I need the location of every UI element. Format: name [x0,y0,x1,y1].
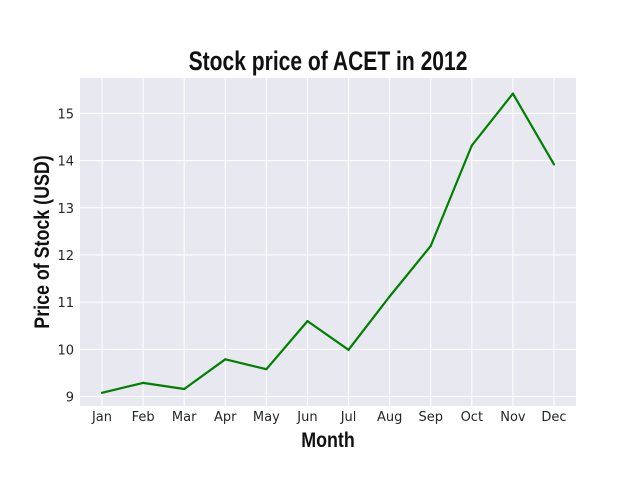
x-tick-label: Jan [91,410,112,425]
x-tick-label: Aug [377,410,402,425]
data-point [552,163,556,166]
y-tick-labels: 9 10 11 12 13 14 15 [57,107,74,405]
y-axis-label: Price of Stock (USD) [31,155,55,328]
data-point [183,387,186,391]
y-tick-label: 14 [57,155,74,170]
x-tick-label: Mar [172,410,197,425]
y-tick-label: 13 [57,202,74,217]
data-point [347,348,350,351]
x-tick-label: Nov [500,410,526,425]
x-tick-label: May [253,410,280,425]
y-tick-label: 11 [57,296,74,311]
data-point [141,381,145,384]
y-tick-label: 9 [66,391,74,406]
y-gridlines [80,112,576,398]
x-tick-labels: Jan Feb Mar Apr May Jun Jul Aug Sep Oct Nov Dec [91,410,567,425]
x-gridlines [101,78,555,406]
y-tick-label: 15 [57,107,74,122]
data-point [429,244,432,248]
series-line [101,92,555,394]
chart-title: Stock price of ACET in 2012 [189,47,468,77]
data-point [100,391,104,394]
data-point [265,368,268,371]
data-point [511,92,515,95]
x-tick-label: Jun [296,410,317,425]
x-tick-label: Oct [461,410,483,425]
y-tick-label: 12 [57,249,74,264]
data-point [470,144,473,147]
y-tick-label: 10 [57,343,74,358]
data-point [388,295,391,298]
x-tick-label: Dec [541,410,566,425]
plot-area [80,78,576,406]
x-tick-label: Jul [340,410,357,425]
x-tick-label: Apr [214,410,237,425]
x-tick-label: Sep [418,410,443,425]
data-point [224,358,227,361]
x-axis-label: Month [301,429,354,453]
data-point [306,319,309,323]
series-group [100,92,556,394]
x-tick-label: Feb [132,410,155,425]
